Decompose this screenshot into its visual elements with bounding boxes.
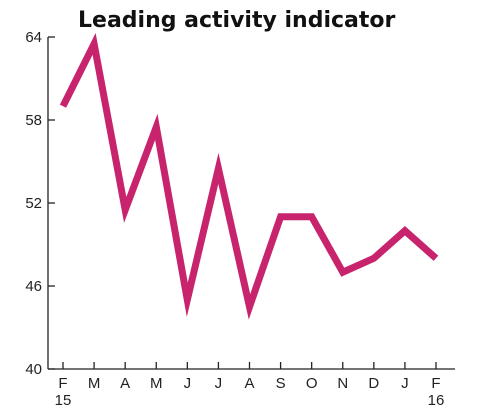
x-tick-year-label: 16: [428, 392, 445, 409]
series-line: [59, 33, 439, 320]
y-tick-label: 40: [25, 361, 42, 378]
x-tick-label: M: [88, 375, 101, 392]
x-tick-label: J: [184, 375, 192, 392]
chart-series: [59, 33, 439, 320]
y-axis-ticks: 40 46 52 58 64: [25, 29, 55, 378]
x-tick-label: D: [368, 375, 379, 392]
x-tick-year-label: 15: [55, 392, 72, 409]
y-tick-label: 58: [25, 112, 42, 129]
x-tick-label: M: [150, 375, 163, 392]
chart-title: Leading activity indicator: [78, 8, 395, 33]
x-tick-label: S: [276, 375, 286, 392]
y-tick-label: 46: [25, 278, 42, 295]
x-tick-label: O: [306, 375, 318, 392]
x-tick-label: A: [244, 375, 254, 392]
x-tick-label: F: [431, 375, 440, 392]
x-tick-label: J: [215, 375, 223, 392]
x-tick-label: N: [337, 375, 348, 392]
y-tick-label: 52: [25, 195, 42, 212]
chart-axes: [47, 37, 455, 370]
y-tick-label: 64: [25, 29, 42, 46]
x-tick-label: A: [120, 375, 130, 392]
x-tick-label: F: [58, 375, 67, 392]
x-tick-label: J: [401, 375, 409, 392]
